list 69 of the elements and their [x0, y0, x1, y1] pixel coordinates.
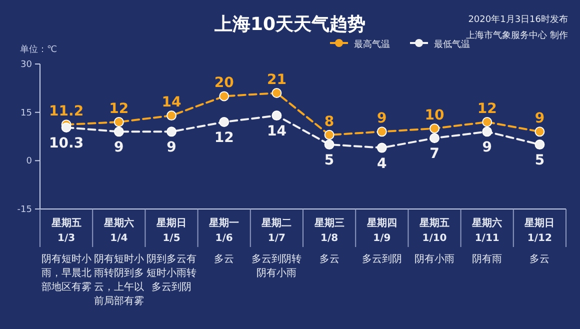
legend-label: 最高气温 — [354, 39, 390, 50]
text: 多云到阴 — [362, 253, 402, 265]
data-label: 9 — [166, 140, 176, 156]
point — [61, 122, 72, 132]
point — [272, 88, 282, 98]
point — [324, 140, 334, 150]
x-tick-label: 星期六 1/4 — [102, 217, 134, 244]
x-tick-label: 星期一 1/6 — [208, 217, 240, 244]
y-axis-title: 单位：℃ — [20, 44, 58, 55]
text: 多云 — [319, 253, 340, 265]
data-label: 4 — [377, 156, 388, 172]
text: 上海市气象服务中心 制作 — [466, 30, 568, 41]
x-tick-label: 星期日 1/5 — [156, 217, 186, 244]
x-tick-label: 星期五 1/10 — [418, 217, 450, 244]
point — [324, 130, 334, 140]
point — [166, 126, 176, 137]
data-label: 9 — [377, 110, 387, 127]
point — [272, 110, 282, 121]
point — [219, 91, 230, 102]
text: 阴有小雨 — [414, 253, 454, 265]
x-tick-label: 星期四 1/9 — [366, 217, 397, 244]
legend-label: 最低气温 — [434, 39, 470, 50]
point — [114, 117, 124, 127]
point — [534, 126, 545, 137]
text: 多云 — [214, 253, 234, 265]
text: 2020年1月3日16时发布 — [468, 14, 568, 25]
x-tick-label: 星期六 1/11 — [471, 217, 502, 244]
data-label: 20 — [214, 75, 234, 92]
data-label: 5 — [324, 152, 334, 169]
point — [114, 126, 124, 137]
x-tick-label: 星期二 1/7 — [260, 217, 292, 244]
point — [376, 142, 387, 153]
text: 多云到阴转阴有小雨 — [252, 253, 302, 279]
x-tick-label: 星期三 1/8 — [313, 217, 344, 244]
point — [430, 133, 440, 144]
data-label: 10.3 — [49, 135, 84, 152]
data-label: 21 — [266, 72, 286, 88]
text: 阴有短时小雨转阴到多云，上午以前局部有雾 — [94, 253, 144, 307]
data-label: 12 — [109, 101, 129, 117]
data-label: 12 — [214, 130, 234, 146]
text: 阴有雨 — [472, 253, 502, 265]
point — [430, 123, 440, 134]
data-label: 5 — [534, 152, 545, 169]
data-label: 10 — [424, 107, 444, 124]
y-tick-label: 30 — [20, 60, 32, 70]
data-label: 14 — [162, 94, 182, 111]
data-label: 11.2 — [49, 104, 84, 120]
data-label: 8 — [324, 114, 334, 130]
point — [166, 110, 176, 121]
data-label: 7 — [430, 146, 440, 162]
x-tick-label: 星期五 1/3 — [50, 217, 82, 244]
y-tick-label: 0 — [26, 156, 32, 167]
data-label: 9 — [534, 110, 545, 127]
text: 阴到多云有短时小雨转多云到阴 — [146, 253, 196, 293]
point — [534, 140, 545, 150]
x-tick-label: 星期日 1/12 — [524, 217, 555, 244]
point — [376, 126, 387, 137]
text: 阴有短时小雨，早晨北部地区有雾 — [41, 253, 92, 293]
y-tick-label: 15 — [20, 108, 32, 118]
data-label: 14 — [266, 124, 287, 140]
point — [482, 117, 492, 127]
data-label: 12 — [477, 101, 497, 117]
y-tick-label: -15 — [17, 205, 32, 215]
data-label: 9 — [114, 140, 124, 156]
point — [219, 117, 230, 127]
data-label: 9 — [482, 140, 492, 156]
point — [482, 126, 492, 137]
chart-title: 上海10天天气趋势 — [213, 14, 366, 35]
text: 多云 — [530, 253, 550, 265]
